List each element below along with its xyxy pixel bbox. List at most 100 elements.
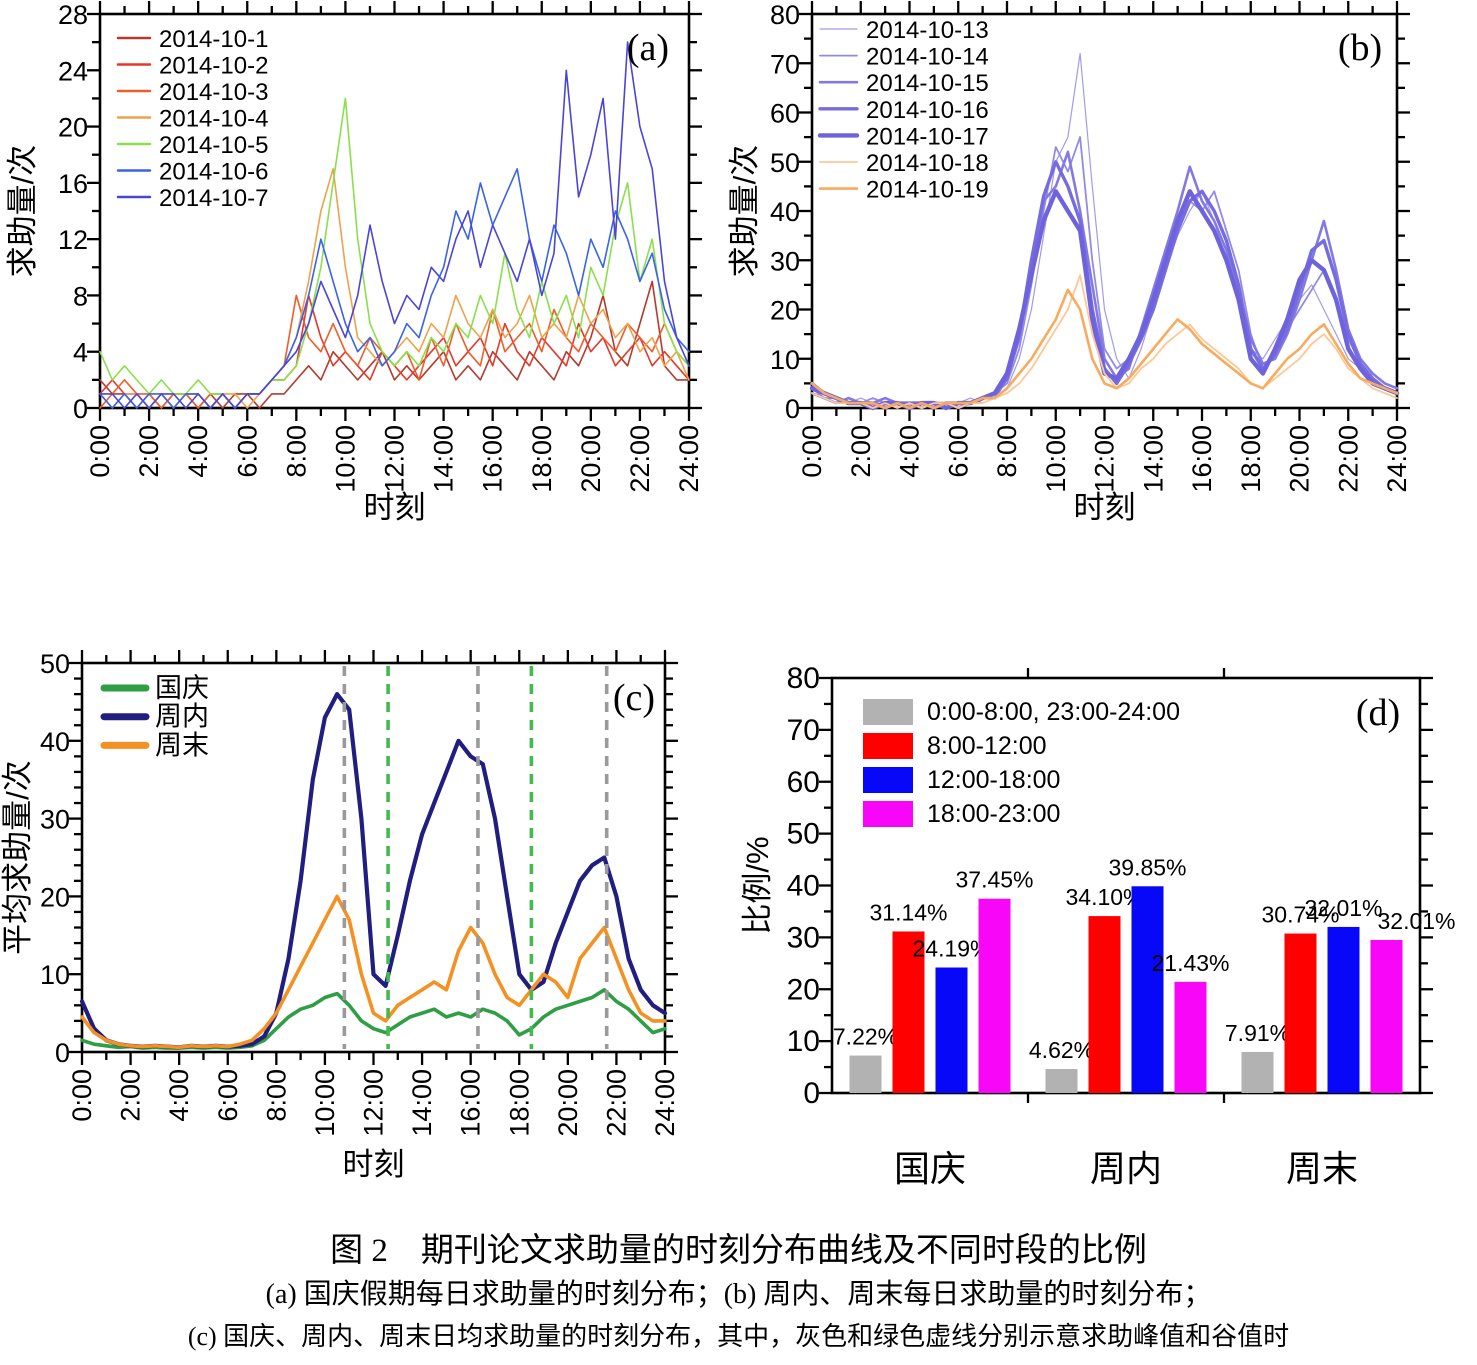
bars: 7.22% 31.14% 24.19% 37.45% 4.62% 34.10% 39.85%… bbox=[833, 854, 1456, 1093]
x-tick-label: 10:00 bbox=[1041, 425, 1071, 493]
bar-国庆-12:00-18:00 bbox=[935, 967, 968, 1093]
y-tick-label: 20 bbox=[40, 882, 70, 912]
y-tick-label: 40 bbox=[787, 870, 820, 903]
bar-国庆-0:00-8:00, 23:00-24:00 bbox=[849, 1055, 882, 1093]
x-tick-label: 16:00 bbox=[456, 1069, 486, 1137]
legend-label: 2014-10-16 bbox=[866, 97, 989, 124]
legend-label: 周内 bbox=[155, 702, 209, 732]
x-tick-label: 20:00 bbox=[576, 425, 606, 493]
legend-label: 12:00-18:00 bbox=[927, 766, 1060, 794]
caption-line-a-b: (a) 国庆假期每日求助量的时刻分布；(b) 周内、周末每日求助量的时刻分布； bbox=[265, 1279, 1212, 1310]
x-tick-label: 22:00 bbox=[625, 425, 655, 493]
legend-label: 2014-10-19 bbox=[866, 177, 989, 204]
caption-title: 图 2 期刊论文求助量的时刻分布曲线及不同时段的比例 bbox=[330, 1233, 1147, 1269]
y-tick-label: 70 bbox=[770, 49, 800, 79]
x-tick-label: 8:00 bbox=[992, 425, 1022, 478]
y-axis-title: 平均求助量/次 bbox=[0, 760, 35, 955]
x-tick-label: 2:00 bbox=[846, 425, 876, 478]
category-label-周末: 周末 bbox=[1286, 1148, 1358, 1189]
y-tick-label: 12 bbox=[58, 225, 88, 255]
category-label-周内: 周内 bbox=[1090, 1148, 1162, 1189]
panel-c: 0 10 20 30 40 50 0:00 2:00 4:00 6:00 8:00 10:00 12:0… bbox=[0, 649, 680, 1182]
y-tick-label: 80 bbox=[787, 662, 820, 695]
series-lines bbox=[99, 41, 690, 409]
panel-letter: (d) bbox=[1356, 692, 1400, 734]
bar-value-label: 7.22% bbox=[833, 1024, 898, 1050]
bar-value-label: 4.62% bbox=[1029, 1037, 1094, 1063]
legend-label: 2014-10-1 bbox=[159, 26, 268, 53]
y-ticks bbox=[819, 676, 1433, 1095]
bar-value-label: 32.01% bbox=[1304, 895, 1382, 921]
legend-label: 2014-10-14 bbox=[866, 44, 989, 71]
x-tick-label: 4:00 bbox=[164, 1069, 194, 1122]
legend-swatch bbox=[863, 767, 913, 793]
legend-label: 2014-10-17 bbox=[866, 123, 989, 150]
x-tick-label: 12:00 bbox=[359, 1069, 389, 1137]
bar-value-label: 37.45% bbox=[955, 867, 1033, 893]
y-tick-label: 16 bbox=[58, 169, 88, 199]
x-tick-label: 20:00 bbox=[553, 1069, 583, 1137]
panel-d: 0 10 20 30 40 50 60 70 80 比例/% 7.22% 31.14% 24.19% 37… bbox=[740, 662, 1456, 1189]
legend-label: 2014-10-4 bbox=[159, 106, 268, 133]
series-line-国庆 bbox=[80, 987, 667, 1050]
x-tick-label: 12:00 bbox=[1090, 425, 1120, 493]
bar-周末-12:00-18:00 bbox=[1327, 926, 1360, 1093]
x-tick-label: 16:00 bbox=[478, 425, 508, 493]
x-ticks bbox=[98, 1, 691, 421]
y-tick-label: 50 bbox=[770, 148, 800, 178]
x-tick-label: 14:00 bbox=[407, 1069, 437, 1137]
x-tick-label: 4:00 bbox=[183, 425, 213, 478]
y-axis-title: 求助量/次 bbox=[5, 145, 40, 278]
x-ticks bbox=[80, 650, 667, 1065]
legend-label: 国庆 bbox=[155, 673, 209, 703]
x-tick-label: 24:00 bbox=[674, 425, 704, 493]
legend-label: 2014-10-5 bbox=[159, 132, 268, 159]
x-tick-label: 16:00 bbox=[1187, 425, 1217, 493]
x-axis-title: 时刻 bbox=[364, 490, 426, 525]
x-tick-label: 22:00 bbox=[1333, 425, 1363, 493]
legend-label: 2014-10-3 bbox=[159, 79, 268, 106]
bar-周末-8:00-12:00 bbox=[1284, 933, 1317, 1093]
x-tick-label: 8:00 bbox=[281, 425, 311, 478]
x-ticks bbox=[810, 1, 1399, 421]
series-line-2014-10-7 bbox=[99, 41, 690, 409]
series-line-周末 bbox=[80, 894, 667, 1050]
legend-swatch bbox=[863, 801, 913, 827]
x-tick-label: 22:00 bbox=[601, 1069, 631, 1137]
series-line-2014-10-5 bbox=[99, 97, 690, 409]
panel-b: 0 10 20 30 40 50 60 70 80 0:00 2:00 4:00 6:00 8:00 10:… bbox=[727, 0, 1412, 525]
series-lines bbox=[809, 52, 1400, 411]
x-tick-label: 10:00 bbox=[330, 425, 360, 493]
series-line-2014-10-17 bbox=[809, 189, 1400, 411]
y-tick-label: 60 bbox=[787, 766, 820, 799]
panel-d-bar-chart: 0 10 20 30 40 50 60 70 80 比例/% 7.22% 31.14% 24.19% 37… bbox=[740, 662, 1456, 1189]
legend-label: 0:00-8:00, 23:00-24:00 bbox=[927, 698, 1180, 726]
y-tick-label: 0 bbox=[803, 1077, 820, 1110]
y-tick-label: 50 bbox=[40, 649, 70, 679]
x-tick-label: 18:00 bbox=[1236, 425, 1266, 493]
y-tick-label: 30 bbox=[787, 921, 820, 954]
y-tick-label: 0 bbox=[73, 394, 88, 424]
panel-letter: (a) bbox=[627, 27, 669, 69]
legend-label: 2014-10-6 bbox=[159, 159, 268, 186]
y-axis-title: 求助量/次 bbox=[727, 145, 762, 278]
y-tick-label: 20 bbox=[787, 973, 820, 1006]
legend-swatch bbox=[863, 699, 913, 725]
legend-label: 8:00-12:00 bbox=[927, 732, 1047, 760]
series-line-2014-10-1 bbox=[99, 280, 690, 409]
y-tick-label: 0 bbox=[785, 394, 800, 424]
x-tick-label: 0:00 bbox=[797, 425, 827, 478]
y-tick-label: 8 bbox=[73, 281, 88, 311]
legend-label: 2014-10-13 bbox=[866, 17, 989, 44]
y-tick-label: 20 bbox=[58, 113, 88, 143]
legend-label: 2014-10-7 bbox=[159, 185, 268, 212]
x-axis-title: 时刻 bbox=[343, 1147, 405, 1182]
bar-国庆-18:00-23:00 bbox=[978, 898, 1011, 1093]
bar-周内-18:00-23:00 bbox=[1174, 981, 1207, 1093]
y-tick-label: 24 bbox=[58, 56, 88, 86]
x-tick-label: 8:00 bbox=[261, 1069, 291, 1122]
y-tick-label: 28 bbox=[58, 0, 88, 30]
y-tick-label: 0 bbox=[55, 1038, 70, 1068]
panel-a: 0 4 8 12 16 20 24 28 0:00 2:00 4:00 6:00 8:00 10:00 12… bbox=[5, 0, 704, 525]
bar-value-label: 7.91% bbox=[1225, 1020, 1290, 1046]
